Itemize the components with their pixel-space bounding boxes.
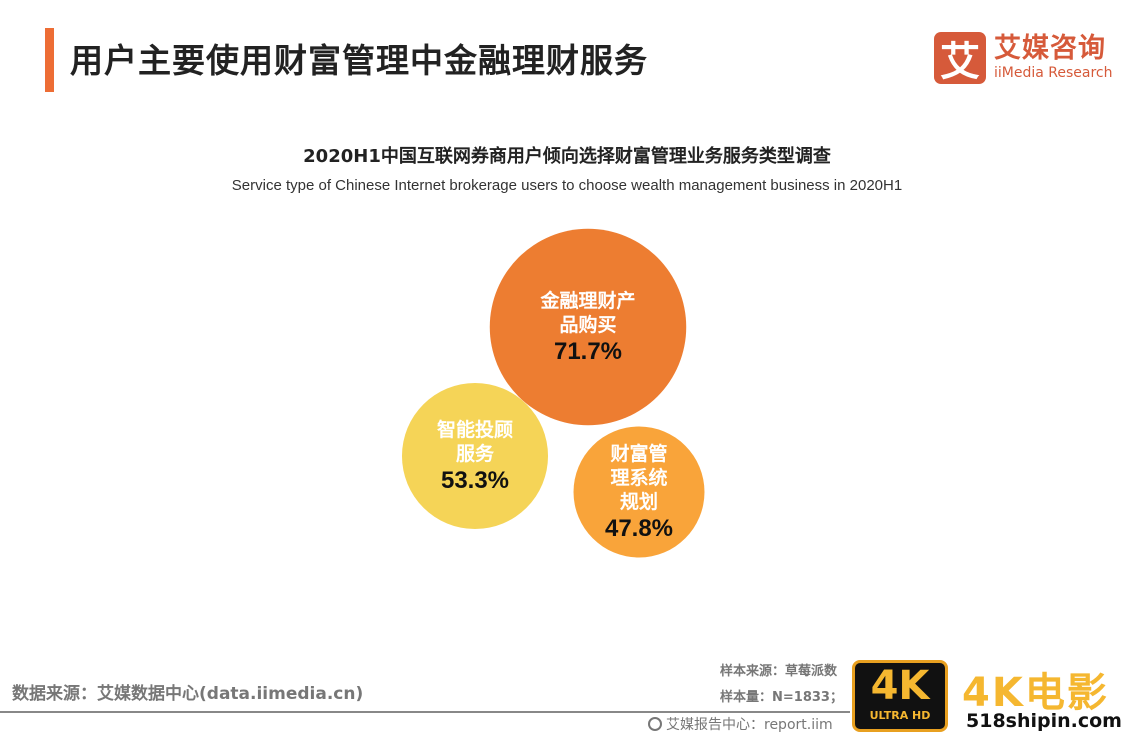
- watermark-url: 518shipin.com: [966, 710, 1122, 732]
- bubble-label: 金融理财产: [539, 289, 635, 312]
- watermark: 4K ULTRA HD 4K电影 518shipin.com: [850, 658, 1134, 737]
- bubble-value-label: 53.3%: [441, 467, 509, 494]
- globe-icon: [648, 717, 662, 731]
- bubble-label: 财富管: [610, 442, 667, 465]
- bubble: [401, 382, 549, 530]
- bubble-value-label: 47.8%: [605, 515, 673, 542]
- sample-size: 样本量：N=1833；: [720, 690, 843, 705]
- badge-4k: 4K: [870, 663, 930, 709]
- badge-uhd: ULTRA HD: [869, 709, 931, 722]
- bubble: [573, 426, 705, 558]
- sample-source: 样本来源：草莓派数: [720, 664, 838, 679]
- page-title: 用户主要使用财富管理中金融理财服务: [70, 41, 648, 80]
- footer-divider: [0, 711, 1134, 713]
- data-source: 数据来源：艾媒数据中心(data.iimedia.cn): [12, 684, 364, 704]
- bubble-label: 智能投顾: [437, 418, 513, 441]
- bubble-label: 规划: [620, 490, 658, 513]
- logo-en: iiMedia Research: [994, 65, 1113, 81]
- bubble-label: 品购买: [559, 313, 616, 336]
- chart-title: 2020H1中国互联网券商用户倾向选择财富管理业务服务类型调查: [303, 146, 831, 167]
- report-center: 艾媒报告中心：report.iim: [648, 714, 833, 734]
- bubble: [489, 228, 687, 426]
- bubble-label: 服务: [456, 442, 495, 465]
- chart-subtitle: Service type of Chinese Internet brokera…: [231, 177, 903, 194]
- watermark-title: 4K电影: [962, 670, 1109, 716]
- logo-cn: 艾媒咨询: [994, 33, 1106, 64]
- logo-mark: 艾: [934, 32, 986, 85]
- bubble-label: 理系统: [610, 466, 667, 489]
- 4k-badge: 4K ULTRA HD: [852, 660, 948, 732]
- title-accent-bar: [45, 28, 54, 92]
- report-center-text: 艾媒报告中心：report.iim: [666, 717, 833, 733]
- bubble-value-label: 71.7%: [554, 338, 622, 365]
- iimedia-logo: 艾 艾媒咨询 iiMedia Research: [934, 32, 1113, 85]
